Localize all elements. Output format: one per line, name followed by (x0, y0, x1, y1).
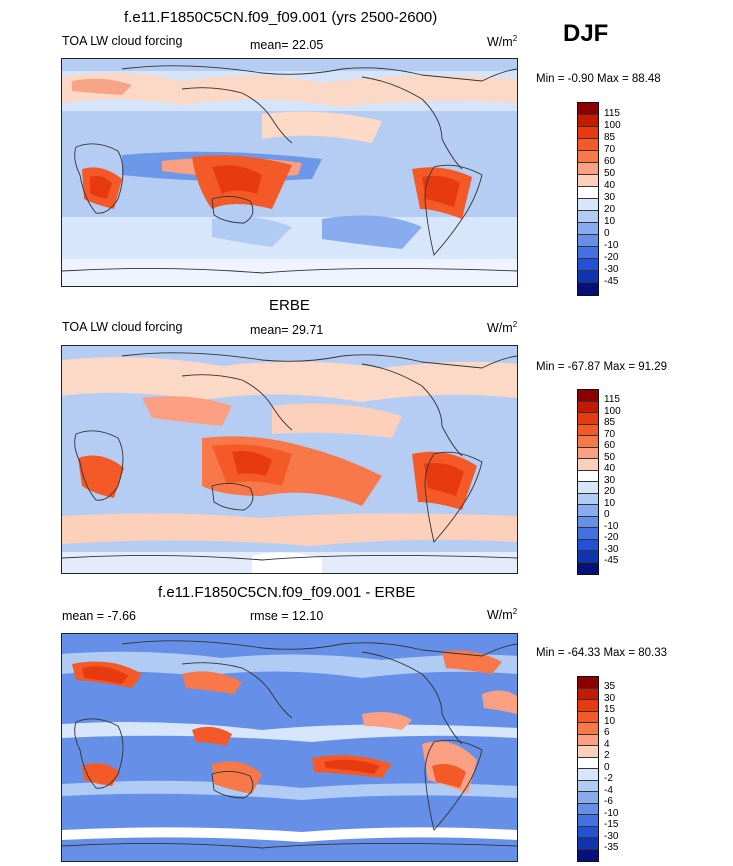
panel3-title: f.e11.F1850C5CN.f09_f09.001 - ERBE (158, 584, 416, 601)
colorbar-tick-label: -20 (604, 252, 619, 263)
colorbar-tick-label: 40 (604, 463, 616, 474)
colorbar-tick-label: 30 (604, 474, 616, 486)
colorbar-tick-label: -45 (604, 276, 619, 287)
colorbar-tick-label: 35 (604, 681, 616, 692)
colorbar-tick-label: 10 (604, 715, 616, 727)
panel1-left-label: TOA LW cloud forcing (62, 34, 183, 48)
panel3-map-svg (62, 634, 517, 861)
colorbar-tick-label: 85 (604, 132, 616, 143)
panel2-map-svg (62, 346, 517, 573)
colorbar-tick-label: 0 (604, 228, 610, 239)
colorbar-tick-label: 70 (604, 428, 616, 440)
panel2-map (61, 345, 518, 574)
panel1-units: W/m2 (487, 34, 518, 50)
panel1-map-svg (62, 59, 517, 286)
colorbar-tick-label: 2 (604, 750, 610, 761)
panel2-title: ERBE (269, 297, 310, 314)
colorbar-tick-label: 115 (604, 108, 620, 119)
colorbar-tick-label: -20 (604, 532, 619, 543)
colorbar-tick-label: 6 (604, 727, 610, 738)
panel2-mean-label: mean= 29.71 (250, 323, 324, 337)
panel3-colorbar (577, 676, 599, 862)
colorbar-tick-label: 30 (604, 692, 616, 704)
panel3-rmse-label: rmse = 12.10 (250, 609, 324, 623)
panel2-colorbar (577, 389, 599, 575)
colorbar-tick-label: 70 (604, 144, 616, 155)
colorbar-tick-label: -35 (604, 842, 619, 853)
colorbar-tick-label: -30 (604, 264, 619, 275)
panel1-map (61, 58, 518, 287)
colorbar-tick-label: 0 (604, 509, 610, 520)
colorbar-tick-label: -10 (604, 520, 619, 532)
colorbar-tick-label: -10 (604, 807, 619, 819)
colorbar-tick-label: 60 (604, 156, 616, 167)
colorbar-tick-label: 4 (604, 738, 610, 750)
season-label: DJF (563, 20, 609, 47)
colorbar-tick-label: 20 (604, 486, 616, 497)
panel3-units: W/m2 (487, 607, 518, 623)
colorbar-tick-label: 15 (604, 704, 616, 715)
colorbar-tick-label: 30 (604, 192, 616, 203)
colorbar-tick-label: 0 (604, 761, 610, 773)
panel2-minmax: Min = -67.87 Max = 91.29 (536, 361, 668, 373)
panel1-minmax: Min = -0.90 Max = 88.48 (536, 73, 661, 85)
colorbar-tick-label: 100 (604, 405, 621, 417)
colorbar-tick-label: 115 (604, 394, 620, 405)
colorbar-tick-label: 100 (604, 120, 621, 131)
colorbar-tick-label: -15 (604, 819, 619, 830)
panel2-units: W/m2 (487, 320, 518, 336)
colorbar-tick-label: -2 (604, 773, 613, 784)
colorbar-tick-label: 10 (604, 497, 616, 509)
panel1-title: f.e11.F1850C5CN.f09_f09.001 (yrs 2500-26… (124, 9, 438, 26)
colorbar-tick-label: 60 (604, 440, 616, 451)
colorbar-tick-label: 85 (604, 417, 616, 428)
colorbar-tick-label: -6 (604, 796, 613, 807)
colorbar-tick-label: 50 (604, 451, 616, 463)
colorbar-tick-label: -10 (604, 240, 619, 251)
panel1-mean-label: mean= 22.05 (250, 38, 324, 52)
colorbar-tick-label: -30 (604, 543, 619, 555)
panel1-colorbar (577, 102, 599, 296)
colorbar-tick-label: 10 (604, 216, 616, 227)
panel3-mean-label: mean = -7.66 (62, 609, 137, 623)
colorbar-tick-label: 50 (604, 168, 616, 179)
colorbar-tick-label: 40 (604, 180, 616, 191)
colorbar-tick-label: -30 (604, 830, 619, 842)
panel3-minmax: Min = -64.33 Max = 80.33 (536, 647, 668, 659)
colorbar-tick-label: -45 (604, 555, 619, 566)
panel3-map (61, 633, 518, 862)
colorbar-tick-label: 20 (604, 204, 616, 215)
panel2-left-label: TOA LW cloud forcing (62, 320, 183, 334)
colorbar-tick-label: -4 (604, 784, 613, 796)
